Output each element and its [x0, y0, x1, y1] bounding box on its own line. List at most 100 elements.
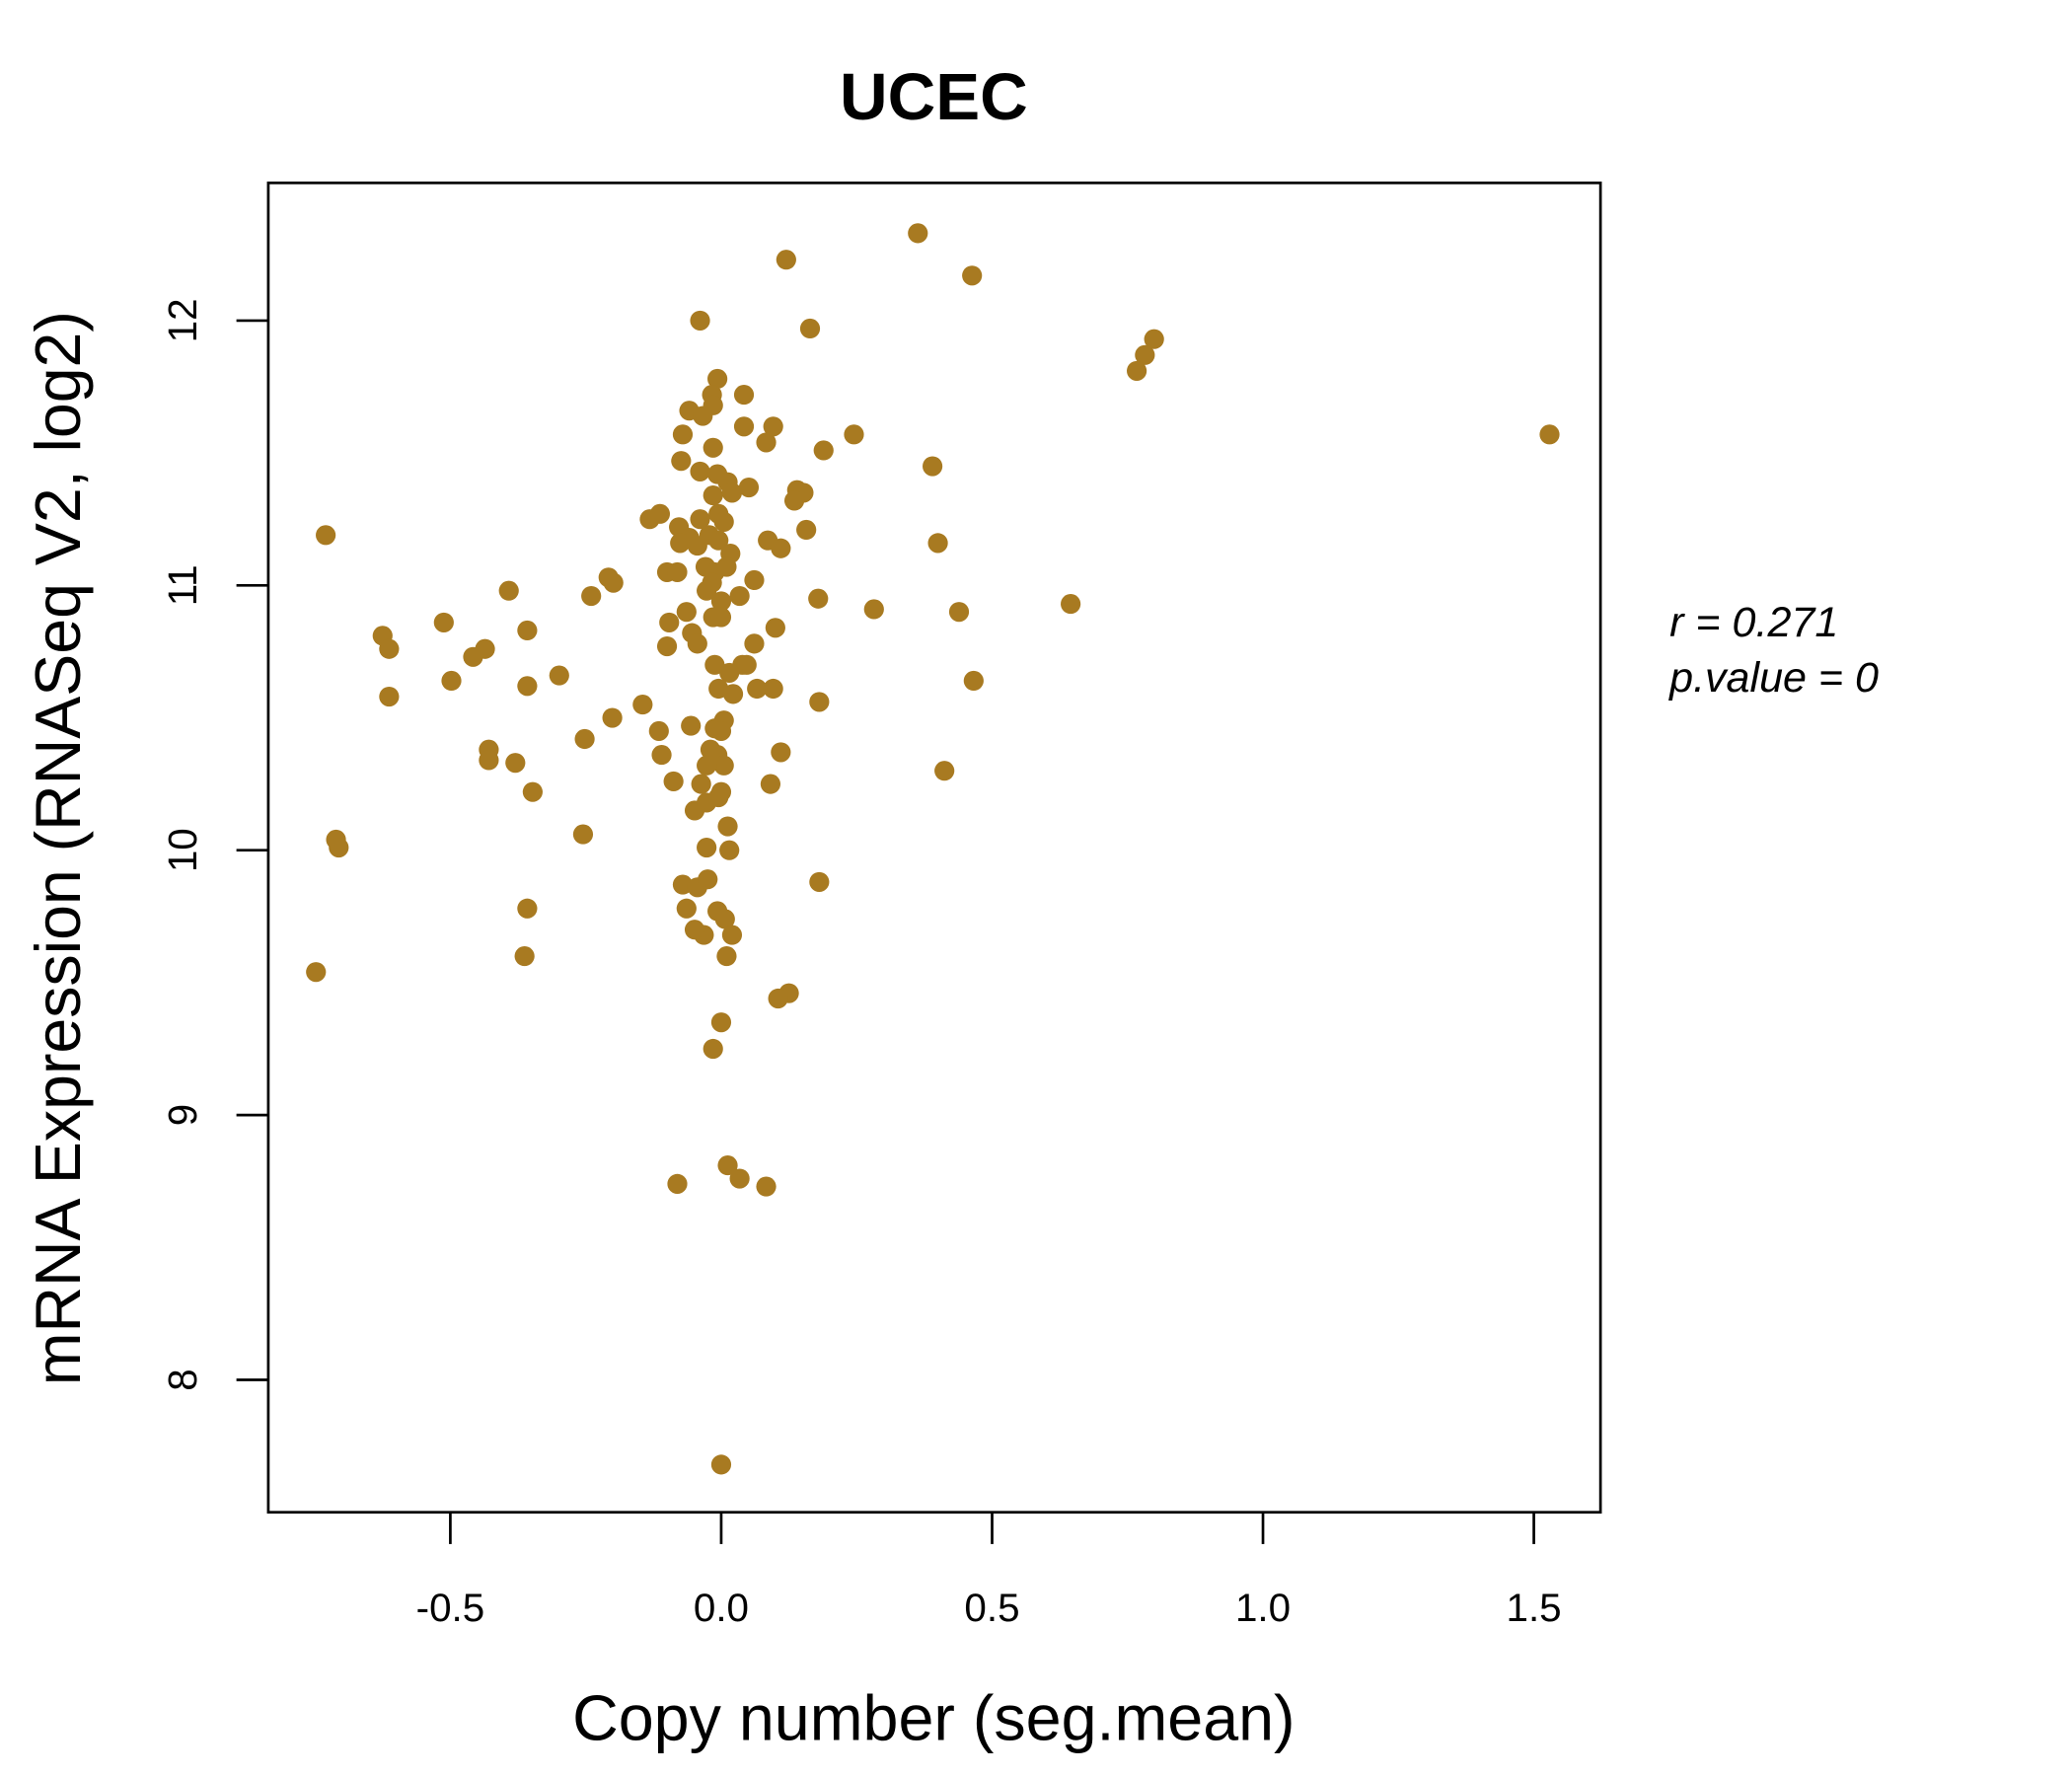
data-point — [713, 511, 734, 532]
data-point — [693, 406, 713, 426]
data-point — [697, 837, 717, 858]
y-tick-label: 8 — [160, 1369, 205, 1390]
data-point — [719, 840, 740, 860]
x-tick-label: -0.5 — [416, 1585, 485, 1630]
data-point — [710, 591, 732, 612]
data-point — [707, 368, 728, 390]
data-point — [729, 585, 750, 607]
data-point — [813, 440, 834, 461]
x-axis: -0.5 0.0 0.5 1.0 1.5 — [416, 1512, 1562, 1630]
data-point — [498, 580, 519, 601]
data-point — [763, 416, 783, 437]
data-points — [306, 223, 1560, 1475]
x-tick-label: 0.0 — [694, 1585, 749, 1630]
data-point — [581, 585, 602, 607]
data-point — [736, 654, 757, 675]
data-point — [744, 633, 765, 654]
x-tick-label: 1.5 — [1507, 1585, 1562, 1630]
data-point — [808, 588, 829, 609]
data-point — [698, 869, 718, 890]
data-point — [796, 519, 817, 541]
y-tick-label: 10 — [160, 828, 205, 872]
data-point — [1061, 594, 1081, 615]
data-point — [602, 707, 623, 728]
data-point — [733, 385, 755, 406]
data-point — [522, 781, 543, 802]
data-point — [717, 1155, 738, 1176]
data-point — [908, 223, 928, 244]
data-point — [776, 250, 796, 270]
data-point — [799, 318, 821, 339]
data-point — [697, 755, 717, 776]
data-point — [962, 265, 983, 286]
data-point — [379, 686, 400, 707]
data-point — [844, 424, 864, 445]
data-point — [710, 1454, 732, 1475]
data-point — [703, 437, 723, 458]
data-point — [714, 909, 735, 929]
data-point — [717, 816, 738, 837]
data-point — [603, 572, 624, 593]
data-point — [676, 602, 697, 623]
data-point — [721, 482, 743, 503]
data-point — [710, 607, 732, 628]
data-point — [703, 1038, 723, 1060]
data-point — [768, 988, 788, 1009]
y-tick-label: 9 — [160, 1104, 205, 1126]
data-point — [648, 720, 669, 742]
data-point — [651, 745, 672, 766]
y-axis: 8 9 10 11 12 — [160, 299, 268, 1391]
data-point — [667, 1173, 688, 1194]
data-point — [708, 530, 729, 551]
data-point — [690, 461, 710, 481]
data-point — [863, 599, 884, 620]
data-point — [722, 684, 744, 704]
data-point — [716, 556, 737, 577]
data-point — [923, 456, 943, 477]
data-point — [659, 612, 680, 632]
data-point — [1539, 424, 1560, 445]
data-point — [676, 898, 697, 919]
data-point — [667, 561, 688, 582]
data-point — [329, 837, 349, 858]
data-point — [479, 750, 499, 771]
data-point — [1135, 344, 1155, 365]
data-point — [690, 509, 710, 530]
data-point — [316, 525, 336, 546]
data-point — [721, 925, 743, 945]
plot-frame — [266, 182, 1602, 1515]
data-point — [505, 753, 526, 774]
data-point — [708, 786, 729, 808]
data-point — [756, 1176, 777, 1197]
data-point — [747, 678, 768, 700]
data-point — [704, 654, 725, 675]
chart-title: UCEC — [840, 60, 1028, 134]
data-point — [719, 662, 740, 683]
x-tick-label: 0.5 — [964, 1585, 1019, 1630]
data-point — [729, 1168, 750, 1189]
data-point — [306, 962, 327, 983]
data-point — [433, 612, 454, 632]
data-point — [703, 484, 723, 506]
data-point — [771, 538, 791, 558]
data-point — [671, 451, 692, 472]
data-point — [517, 676, 538, 697]
data-point — [691, 774, 711, 794]
data-point — [1127, 360, 1147, 382]
data-point — [738, 477, 760, 498]
data-point — [681, 715, 702, 736]
data-point — [649, 503, 671, 524]
data-point — [441, 670, 462, 692]
data-point — [756, 432, 777, 453]
data-point — [927, 533, 948, 554]
data-point — [771, 742, 791, 763]
data-point — [572, 824, 594, 845]
data-point — [549, 665, 569, 686]
data-point — [463, 646, 483, 667]
data-point — [687, 633, 707, 654]
data-point — [632, 695, 653, 715]
data-point — [783, 490, 805, 511]
data-point — [656, 635, 678, 657]
correlation-r: r = 0.271 — [1669, 599, 1838, 646]
